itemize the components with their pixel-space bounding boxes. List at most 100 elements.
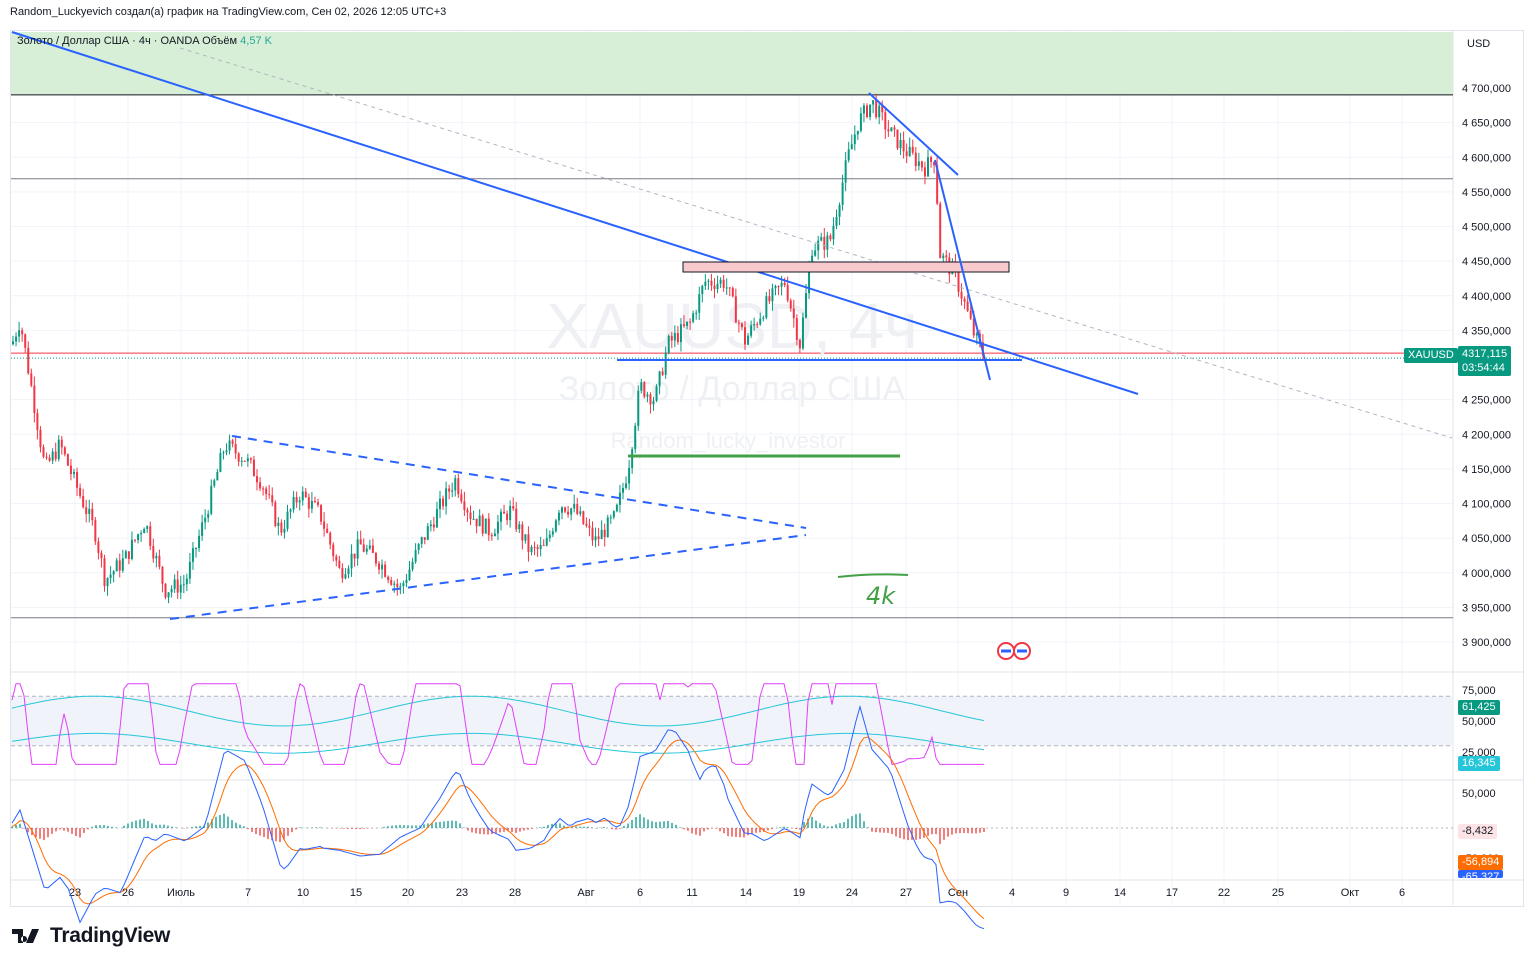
candle-body bbox=[271, 495, 274, 503]
price-tick-label: 4 050,000 bbox=[1462, 533, 1511, 545]
candle-body bbox=[381, 564, 384, 570]
candle-body bbox=[597, 536, 600, 540]
candle-body bbox=[622, 488, 624, 493]
candle-body bbox=[960, 291, 963, 299]
candle-body bbox=[820, 236, 823, 241]
candle-body bbox=[536, 547, 539, 550]
date-tick-label: 25 bbox=[1272, 887, 1284, 899]
candle-body bbox=[237, 453, 240, 462]
candle-body bbox=[737, 322, 740, 324]
date-tick-label: 6 bbox=[1399, 887, 1405, 899]
price-tick-label: 4 150,000 bbox=[1462, 464, 1511, 476]
candle-body bbox=[625, 483, 628, 489]
rsi-tick-label: 50,000 bbox=[1462, 716, 1496, 728]
candle-body bbox=[121, 558, 124, 571]
candle-body bbox=[911, 146, 914, 153]
candle-body bbox=[341, 567, 344, 579]
candle-body bbox=[707, 280, 710, 282]
candle-body bbox=[185, 578, 188, 585]
candle-body bbox=[167, 592, 170, 598]
candle-body bbox=[27, 347, 30, 374]
candle-body bbox=[683, 324, 685, 326]
candle-body bbox=[33, 385, 36, 414]
candle-body bbox=[789, 300, 792, 309]
candle-body bbox=[30, 373, 33, 386]
candle-body bbox=[933, 161, 936, 166]
candle-body bbox=[762, 317, 765, 319]
candle-body bbox=[256, 476, 258, 483]
candle-body bbox=[905, 151, 908, 157]
candle-body bbox=[304, 491, 307, 498]
candle-body bbox=[774, 285, 777, 289]
candle-body bbox=[460, 494, 463, 502]
candle-body bbox=[353, 553, 356, 559]
candle-body bbox=[515, 508, 518, 530]
date-tick-label: 15 bbox=[350, 887, 362, 899]
symbol-legend[interactable]: Золото / Доллар США · 4ч · OANDA Объём 4… bbox=[17, 35, 272, 47]
candle-body bbox=[347, 568, 350, 575]
candle-body bbox=[423, 537, 426, 540]
candle-body bbox=[448, 488, 451, 492]
dashed-grey-trendline bbox=[179, 47, 1453, 439]
candle-body bbox=[628, 467, 631, 484]
candle-body bbox=[509, 506, 512, 521]
candle-body bbox=[414, 549, 417, 562]
date-tick-label: 27 bbox=[900, 887, 912, 899]
date-tick-label: Окт bbox=[1341, 887, 1360, 899]
candle-body bbox=[115, 560, 118, 572]
candle-body bbox=[24, 334, 27, 348]
bar-countdown: 03:54:44 bbox=[1462, 362, 1505, 374]
candle-body bbox=[274, 502, 277, 526]
candle-body bbox=[853, 134, 856, 145]
candle-body bbox=[744, 327, 746, 345]
candle-body bbox=[640, 382, 643, 391]
candle-body bbox=[939, 203, 942, 259]
candle-body bbox=[579, 511, 582, 514]
date-tick-label: 22 bbox=[1218, 887, 1230, 899]
candle-body bbox=[908, 146, 911, 157]
symbol-text: Золото / Доллар США · 4ч · OANDA bbox=[17, 35, 199, 47]
date-tick-label: Сен bbox=[948, 887, 968, 899]
rsi-upper-band bbox=[11, 695, 985, 727]
candle-body bbox=[966, 301, 969, 311]
price-tick-label: 4 700,000 bbox=[1462, 83, 1511, 95]
candle-body bbox=[335, 556, 338, 561]
candle-body bbox=[478, 515, 481, 527]
candle-body bbox=[887, 129, 890, 132]
candle-body bbox=[667, 335, 670, 353]
tradingview-logo[interactable]: TradingView bbox=[12, 924, 170, 948]
candle-body bbox=[359, 539, 362, 545]
candle-body bbox=[664, 352, 667, 375]
candle-body bbox=[329, 532, 332, 545]
candle-body bbox=[356, 539, 359, 559]
currency-label[interactable]: USD bbox=[1467, 38, 1491, 50]
candle-body bbox=[695, 312, 698, 314]
candle-body bbox=[259, 482, 262, 489]
candle-body bbox=[554, 520, 557, 532]
tradingview-logo-text: TradingView bbox=[50, 924, 171, 947]
date-tick-label: Авг bbox=[577, 887, 594, 899]
candle-body bbox=[137, 534, 140, 540]
candle-body bbox=[972, 318, 975, 336]
candle-body bbox=[252, 459, 255, 477]
candle-body bbox=[323, 521, 326, 529]
candle-body bbox=[454, 478, 457, 491]
candle-body bbox=[426, 526, 429, 540]
candle-body bbox=[57, 439, 60, 460]
candle-body bbox=[945, 255, 948, 258]
candle-body bbox=[603, 529, 606, 538]
watermark-name: Золото / Доллар США bbox=[559, 370, 906, 408]
candle-body bbox=[869, 104, 872, 117]
candle-body bbox=[134, 539, 136, 541]
chart-frame bbox=[10, 30, 1524, 907]
candle-body bbox=[45, 456, 48, 458]
candle-body bbox=[859, 113, 862, 131]
candle-body bbox=[829, 235, 832, 240]
candle-body bbox=[634, 425, 637, 450]
price-tick-label: 4 100,000 bbox=[1462, 499, 1511, 511]
candle-body bbox=[91, 508, 94, 521]
candle-body bbox=[731, 288, 734, 297]
candle-body bbox=[155, 555, 158, 559]
price-tick-label: 4 350,000 bbox=[1462, 325, 1511, 337]
